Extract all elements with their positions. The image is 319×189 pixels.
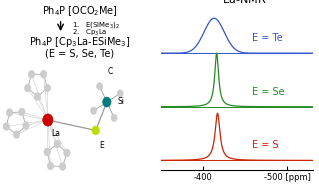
- Circle shape: [25, 84, 31, 92]
- Text: E = Se: E = Se: [252, 87, 285, 97]
- Circle shape: [97, 83, 103, 90]
- Circle shape: [13, 131, 20, 138]
- Text: La: La: [51, 129, 60, 139]
- Text: 1.   E(SiMe$_3$)$_2$: 1. E(SiMe$_3$)$_2$: [72, 20, 120, 30]
- Circle shape: [64, 149, 70, 157]
- Title: $^{139}$La-NMR: $^{139}$La-NMR: [207, 0, 267, 7]
- Text: Si: Si: [117, 97, 124, 106]
- Circle shape: [44, 148, 50, 156]
- Circle shape: [19, 108, 25, 116]
- Circle shape: [47, 162, 54, 170]
- Text: E: E: [100, 141, 104, 150]
- Text: (E = S, Se, Te): (E = S, Se, Te): [45, 48, 114, 58]
- Circle shape: [28, 70, 35, 78]
- Circle shape: [43, 114, 53, 126]
- Circle shape: [41, 70, 47, 78]
- Circle shape: [54, 140, 61, 148]
- Circle shape: [23, 122, 29, 129]
- Circle shape: [3, 123, 10, 130]
- Circle shape: [92, 126, 100, 135]
- Text: Ph$_4$P [Cp$_3$La-ESiMe$_3$]: Ph$_4$P [Cp$_3$La-ESiMe$_3$]: [29, 35, 130, 49]
- Circle shape: [91, 107, 97, 114]
- Text: Ph$_4$P [OCO$_2$Me]: Ph$_4$P [OCO$_2$Me]: [42, 4, 118, 18]
- Text: E = S: E = S: [252, 140, 278, 150]
- Circle shape: [6, 109, 13, 116]
- Text: 2.   Cp$_3$La: 2. Cp$_3$La: [72, 27, 108, 38]
- Circle shape: [117, 90, 123, 97]
- Circle shape: [34, 93, 41, 100]
- Text: C: C: [108, 67, 113, 76]
- Circle shape: [111, 114, 117, 121]
- Circle shape: [44, 84, 51, 92]
- Text: E = Te: E = Te: [252, 33, 283, 43]
- Circle shape: [103, 97, 111, 107]
- Circle shape: [59, 163, 66, 170]
